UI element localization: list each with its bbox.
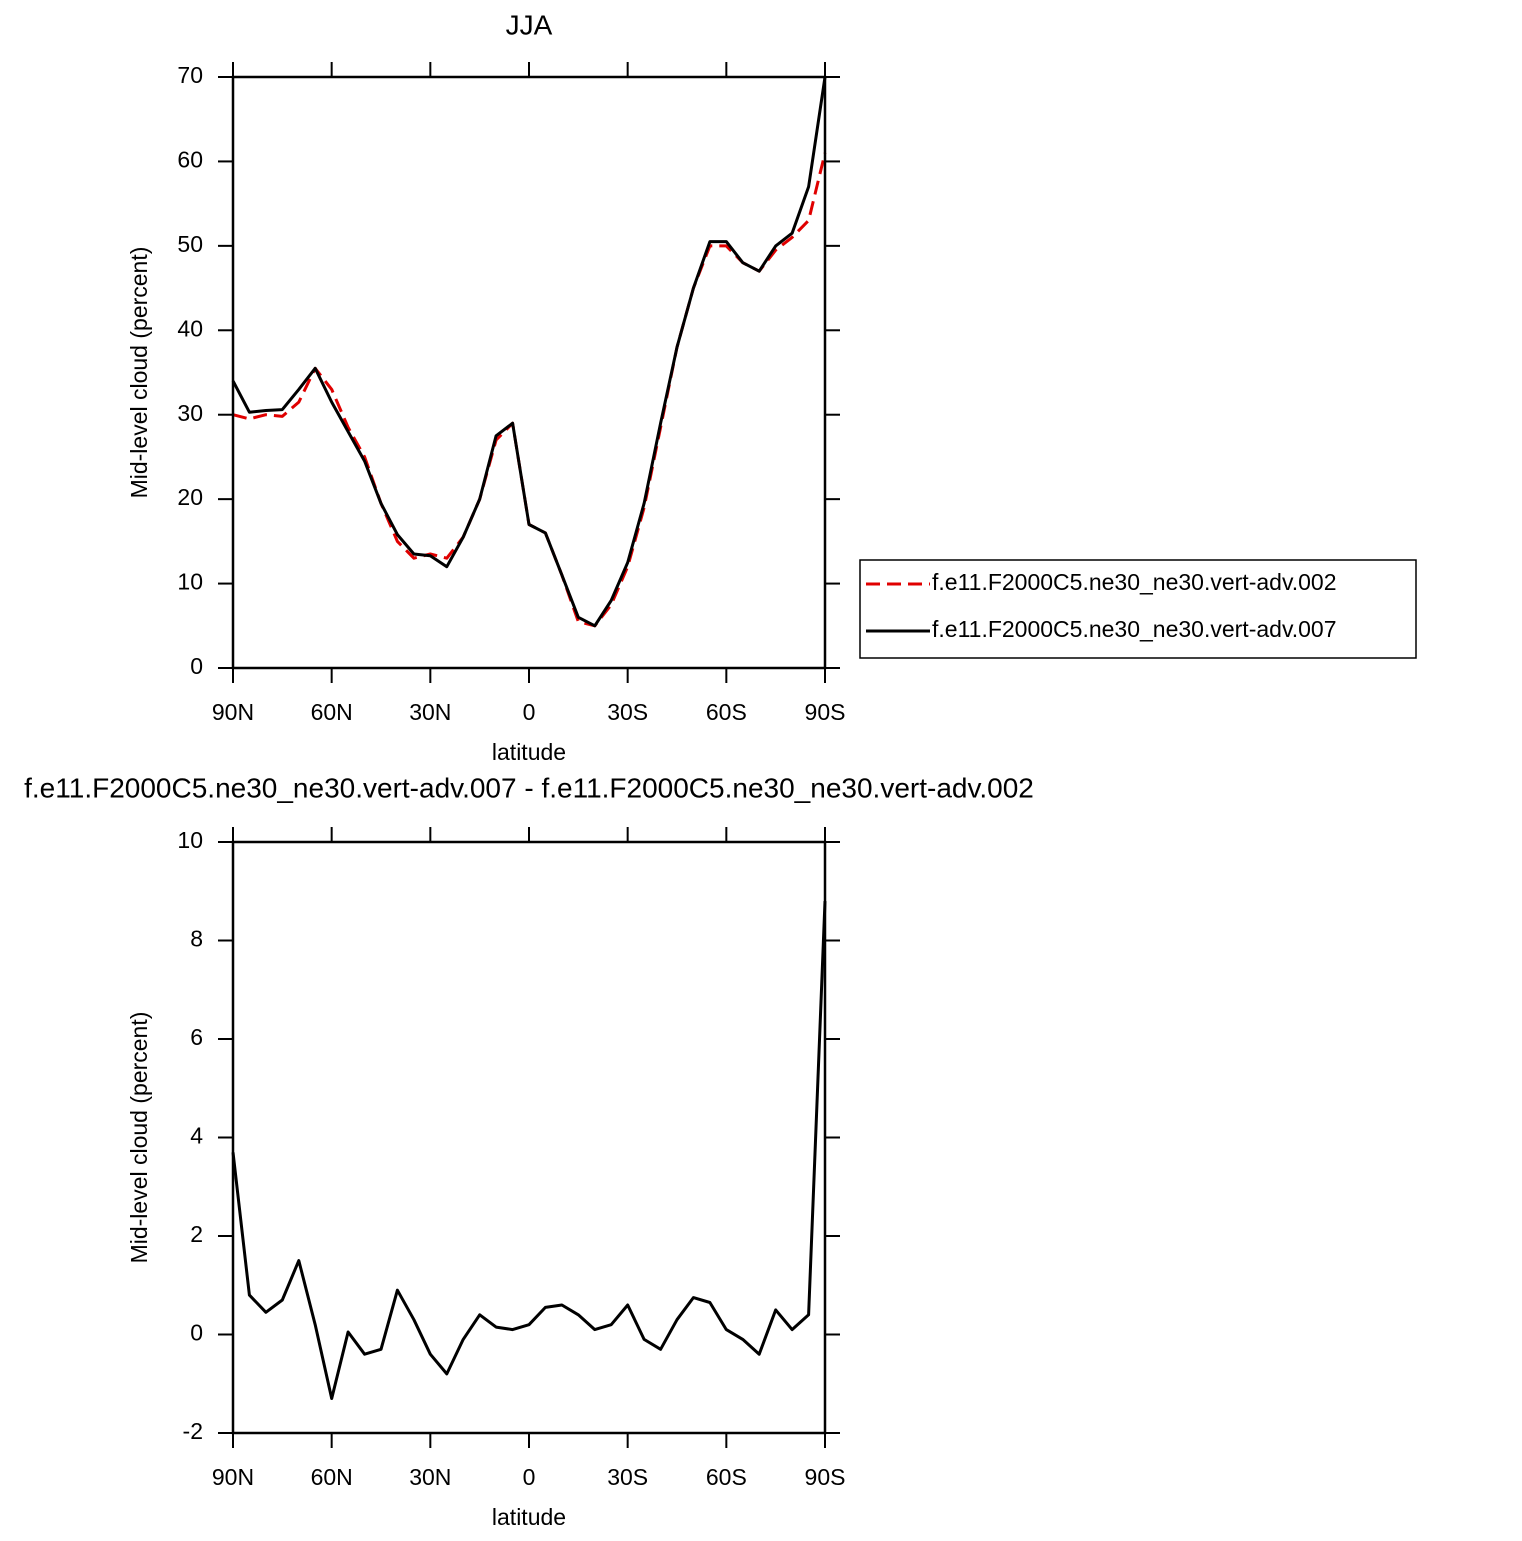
- legend-box: [859, 559, 1417, 659]
- x-tick-label: 90N: [212, 1464, 254, 1490]
- y-tick-label: 40: [177, 315, 203, 341]
- data-line: [231, 901, 827, 1400]
- x-tick-label: 30N: [409, 699, 451, 725]
- x-tick-label: 60N: [311, 699, 353, 725]
- chart-title: f.e11.F2000C5.ne30_ne30.vert-adv.007 - f…: [24, 772, 1034, 803]
- legend-label: f.e11.F2000C5.ne30_ne30.vert-adv.007: [932, 616, 1337, 642]
- data-line: [232, 152, 827, 628]
- y-tick-label: 10: [177, 827, 203, 853]
- y-axis-label: Mid-level cloud (percent): [126, 1012, 152, 1264]
- x-tick-label: 60S: [706, 1464, 747, 1490]
- x-tick-label: 30S: [607, 1464, 648, 1490]
- y-tick-label: 4: [190, 1123, 203, 1149]
- y-tick-label: -2: [183, 1418, 203, 1444]
- data-line: [231, 76, 827, 628]
- y-tick-label: 60: [177, 147, 203, 173]
- x-tick-label: 90S: [805, 699, 846, 725]
- x-tick-label: 30N: [409, 1464, 451, 1490]
- y-tick-label: 20: [177, 484, 203, 510]
- y-tick-label: 6: [190, 1024, 203, 1050]
- x-axis-label: latitude: [492, 1504, 566, 1530]
- chart-title: JJA: [506, 9, 553, 40]
- legend-label: f.e11.F2000C5.ne30_ne30.vert-adv.002: [932, 569, 1337, 595]
- x-tick-label: 0: [523, 1464, 536, 1490]
- y-tick-label: 2: [190, 1221, 203, 1247]
- x-tick-label: 0: [523, 699, 536, 725]
- y-tick-label: 0: [190, 653, 203, 679]
- x-tick-label: 60N: [311, 1464, 353, 1490]
- x-tick-label: 60S: [706, 699, 747, 725]
- y-tick-label: 70: [177, 62, 203, 88]
- y-tick-label: 8: [190, 926, 203, 952]
- plot-frame: [231, 75, 827, 670]
- y-tick-label: 50: [177, 231, 203, 257]
- y-tick-label: 10: [177, 569, 203, 595]
- x-tick-label: 90N: [212, 699, 254, 725]
- y-tick-label: 30: [177, 400, 203, 426]
- x-tick-label: 90S: [805, 1464, 846, 1490]
- x-tick-label: 30S: [607, 699, 648, 725]
- x-axis-label: latitude: [492, 739, 566, 765]
- plot-frame: [231, 840, 827, 1435]
- y-axis-label: Mid-level cloud (percent): [126, 247, 152, 499]
- y-tick-label: 0: [190, 1320, 203, 1346]
